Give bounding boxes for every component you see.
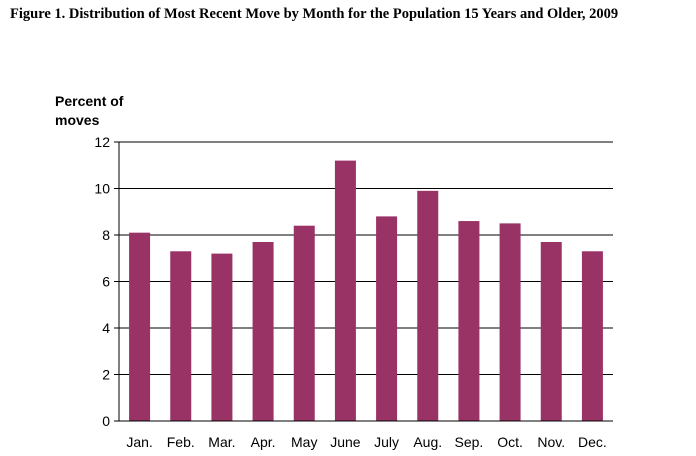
x-tick-label-oct: Oct.: [497, 434, 523, 450]
y-tick-label-12: 12: [94, 134, 110, 150]
bar-dec: [581, 251, 603, 421]
y-axis-label-line-2: moves: [55, 112, 100, 128]
y-tick-label-10: 10: [94, 181, 110, 197]
x-tick-label-apr: Apr.: [251, 434, 276, 450]
gridlines: [119, 141, 613, 375]
x-tick-label-sep: Sep.: [455, 434, 484, 450]
bar-june: [334, 160, 356, 421]
bar-aug: [417, 190, 439, 421]
bars: [129, 160, 603, 421]
y-tick-label-2: 2: [102, 367, 110, 383]
x-tick-label-jan: Jan.: [126, 434, 152, 450]
x-tick-label-may: May: [291, 434, 317, 450]
x-tick-label-feb: Feb.: [167, 434, 195, 450]
bar-july: [376, 216, 398, 421]
y-tick-label-4: 4: [102, 320, 110, 336]
x-tick-label-june: June: [330, 434, 361, 450]
bar-sep: [458, 221, 480, 421]
bar-nov: [540, 241, 562, 421]
y-tick-label-8: 8: [102, 227, 110, 243]
y-tick-label-6: 6: [102, 274, 110, 290]
bar-mar: [211, 253, 233, 421]
bar-oct: [499, 223, 521, 421]
x-tick-label-aug: Aug.: [413, 434, 442, 450]
x-tick-label-dec: Dec.: [578, 434, 607, 450]
bar-may: [293, 225, 315, 421]
bar-jan: [129, 232, 151, 421]
y-tick-label-0: 0: [102, 413, 110, 429]
figure-title: Figure 1. Distribution of Most Recent Mo…: [10, 6, 619, 22]
x-tick-label-nov: Nov.: [537, 434, 565, 450]
x-tick-label-july: July: [374, 434, 399, 450]
y-tick-labels: 0 2 4 6 8 10 12: [94, 134, 110, 429]
bar-feb: [170, 251, 192, 421]
axes: [114, 141, 613, 422]
x-tick-label-mar: Mar.: [208, 434, 235, 450]
x-tick-labels: Jan. Feb. Mar. Apr. May June July Aug. Sep. Oct. N…: [126, 434, 606, 450]
bar-apr: [252, 241, 274, 421]
y-axis-label-line-1: Percent of: [55, 93, 124, 109]
